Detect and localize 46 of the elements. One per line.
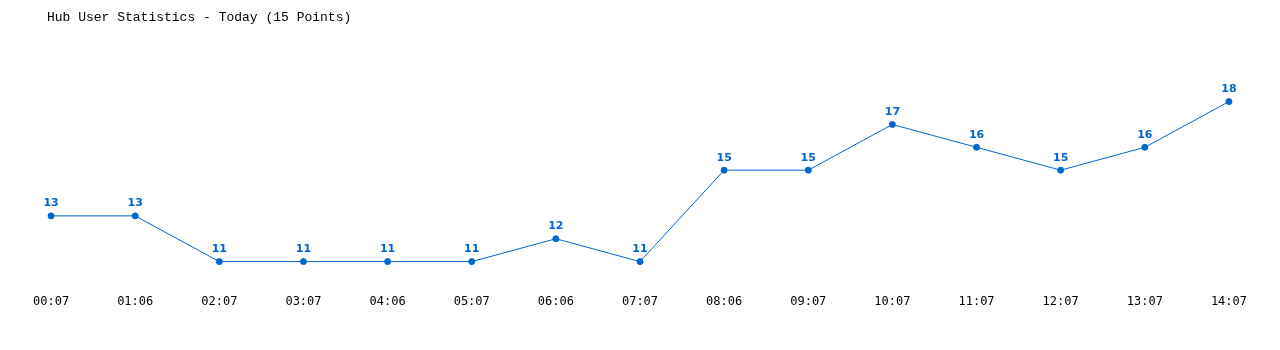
x-tick-label: 03:07 — [285, 293, 322, 308]
data-label: 13 — [43, 196, 59, 210]
point — [804, 166, 812, 174]
data-label: 11 — [464, 241, 480, 255]
x-tick-label: 13:07 — [1126, 293, 1163, 308]
point — [888, 120, 896, 128]
point — [973, 143, 981, 151]
data-label: 11 — [295, 241, 312, 255]
point — [215, 258, 223, 266]
point — [468, 258, 476, 266]
point — [131, 212, 139, 220]
data-label: 15 — [1053, 150, 1069, 164]
x-tick-label: 07:07 — [621, 293, 659, 308]
x-tick-label: 04:06 — [369, 293, 406, 308]
point — [384, 258, 392, 266]
point — [1225, 98, 1233, 106]
x-tick-label: 00:07 — [33, 293, 70, 308]
x-tick-label: 12:07 — [1042, 293, 1079, 308]
data-label: 11 — [632, 241, 648, 255]
x-tick-label: 02:07 — [201, 293, 238, 308]
x-tick-label: 10:07 — [874, 293, 911, 308]
data-label: 16 — [1137, 127, 1153, 141]
data-label: 16 — [968, 127, 985, 141]
x-tick-label: 09:07 — [790, 293, 827, 308]
point — [299, 258, 307, 266]
data-label: 15 — [800, 150, 816, 164]
point — [552, 235, 560, 243]
data-label: 12 — [548, 219, 564, 233]
data-label: 15 — [716, 150, 732, 164]
x-tick-label: 05:07 — [453, 293, 490, 308]
point — [47, 212, 55, 220]
point — [1141, 143, 1149, 151]
point — [1057, 166, 1065, 174]
data-label: 17 — [884, 104, 901, 118]
x-tick-label: 08:06 — [706, 293, 743, 308]
point — [636, 258, 644, 266]
data-label: 11 — [379, 241, 396, 255]
x-tick-label: 14:07 — [1210, 293, 1247, 308]
data-label: 13 — [127, 196, 143, 210]
data-label: 11 — [211, 241, 227, 255]
chart-title: Hub User Statistics - Today (15 Points) — [47, 10, 352, 26]
x-tick-label: 06:06 — [537, 293, 574, 308]
point — [720, 166, 728, 174]
x-tick-label: 11:07 — [958, 293, 995, 308]
x-tick-label: 01:06 — [117, 293, 154, 308]
data-label: 18 — [1221, 81, 1237, 95]
